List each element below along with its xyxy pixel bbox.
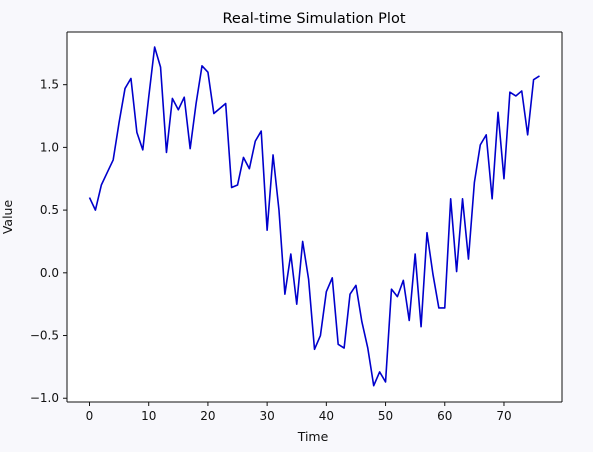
x-tick-label: 70 (496, 409, 511, 423)
x-tick-label: 60 (437, 409, 452, 423)
y-tick-label: −1.0 (30, 391, 59, 405)
x-tick-label: 0 (86, 409, 94, 423)
x-tick-label: 20 (200, 409, 215, 423)
plot-spines (66, 31, 563, 403)
chart-title: Real-time Simulation Plot (222, 11, 405, 27)
x-axis-title: Time (297, 429, 329, 444)
y-tick-label: 0.0 (40, 266, 59, 280)
y-tick-label: −0.5 (30, 329, 59, 343)
y-tick-label: 1.0 (40, 140, 59, 154)
series-line-0 (88, 46, 540, 387)
y-tick-label: 1.5 (40, 78, 59, 92)
y-axis-title: Value (0, 200, 15, 235)
x-tick-label: 50 (378, 409, 393, 423)
x-tick-label: 40 (319, 409, 334, 423)
x-tick-label: 10 (141, 409, 156, 423)
series-layer (88, 46, 540, 387)
x-tick-label: 30 (259, 409, 274, 423)
axis-ticks: 0 10 20 30 40 50 60 70 −1.0 −0.5 0.0 0.5 1.0 1.5 (30, 78, 512, 423)
y-tick-label: 0.5 (40, 203, 59, 217)
